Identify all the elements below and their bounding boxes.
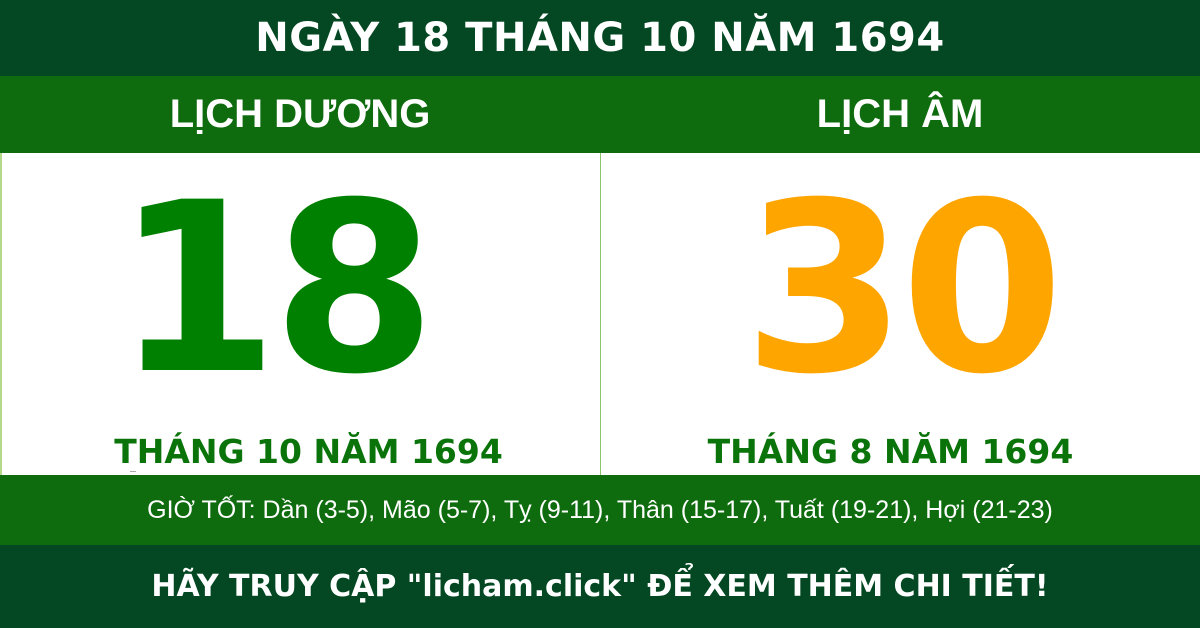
- calendar-labels: LỊCH DƯƠNG LỊCH ÂM: [0, 76, 1200, 153]
- lunar-calendar-label: LỊCH ÂM: [816, 92, 984, 136]
- solar-month-year: THÁNG 10 NĂM 1694: [114, 432, 503, 471]
- lunar-panel: 30 THÁNG 8 NĂM 1694: [600, 153, 1200, 475]
- footer-text: HÃY TRUY CẬP "licham.click" ĐỂ XEM THÊM …: [151, 569, 1049, 604]
- lunar-month-year: THÁNG 8 NĂM 1694: [707, 432, 1074, 471]
- solar-panel: 18 THÁNG 10 NĂM 1694: [0, 153, 599, 475]
- good-hours: GIỜ TỐT: Dần (3-5), Mão (5-7), Tỵ (9-11)…: [0, 475, 1200, 545]
- lunar-day: 30: [742, 153, 1064, 426]
- divider-mark: [130, 471, 136, 472]
- title-text: NGÀY 18 THÁNG 10 NĂM 1694: [255, 15, 945, 61]
- good-hours-text: GIỜ TỐT: Dần (3-5), Mão (5-7), Tỵ (9-11)…: [147, 495, 1053, 524]
- solar-calendar-label: LỊCH DƯƠNG: [169, 92, 431, 136]
- solar-day: 18: [114, 153, 436, 426]
- page-title: NGÀY 18 THÁNG 10 NĂM 1694: [0, 0, 1200, 76]
- footer-banner: HÃY TRUY CẬP "licham.click" ĐỂ XEM THÊM …: [0, 545, 1200, 628]
